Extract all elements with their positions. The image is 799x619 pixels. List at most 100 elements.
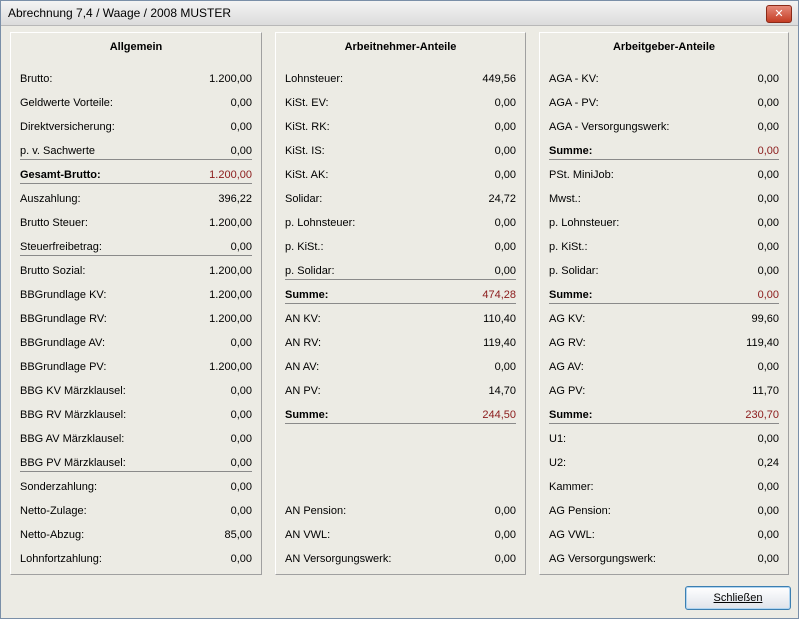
- row-value: 0,00: [230, 457, 252, 469]
- row-label: p. Solidar:: [549, 265, 599, 277]
- row-value: 230,70: [745, 409, 779, 421]
- allgemein-row: Netto-Zulage: 0,00: [20, 503, 252, 519]
- row-label: Summe:: [549, 289, 593, 301]
- row-value: 0,00: [230, 553, 252, 565]
- allgemein-row: BBG AV Märzklausel: 0,00: [20, 431, 252, 447]
- row-value: 0,00: [757, 97, 779, 109]
- row-label: AN RV:: [285, 337, 322, 349]
- row-value: 1.200,00: [209, 73, 252, 85]
- row-value: 119,40: [483, 337, 516, 349]
- row-label: BBGrundlage RV:: [20, 313, 107, 325]
- row-label: p. v. Sachwerte: [20, 145, 95, 157]
- row-value: 0,00: [230, 385, 252, 397]
- row-label: Mwst.:: [549, 193, 581, 205]
- arbeitnehmer-row: AN PV: 14,70: [285, 383, 516, 399]
- row-value: 0,00: [230, 337, 252, 349]
- row-label: BBG PV Märzklausel:: [20, 457, 126, 469]
- arbeitnehmer-row: AN VWL: 0,00: [285, 527, 516, 543]
- row-value: 11,70: [752, 385, 779, 397]
- arbeitgeber-row: AG RV: 119,40: [549, 335, 779, 351]
- row-label: Sonderzahlung:: [20, 481, 98, 493]
- arbeitnehmer-row: AN Pension: 0,00: [285, 503, 516, 519]
- row-value: 0,00: [494, 361, 516, 373]
- row-value: 0,00: [757, 121, 779, 133]
- arbeitgeber-row: PSt. MiniJob: 0,00: [549, 167, 779, 183]
- row-label: KiSt. IS:: [285, 145, 325, 157]
- row-value: 0,00: [494, 265, 516, 277]
- row-value: 0,00: [757, 73, 779, 85]
- row-value: 1.200,00: [209, 217, 252, 229]
- arbeitnehmer-row: Summe: 244,50: [285, 407, 516, 424]
- row-value: 1.200,00: [209, 313, 252, 325]
- row-value: 0,00: [757, 433, 779, 445]
- row-label: Solidar:: [285, 193, 323, 205]
- allgemein-row: Brutto: 1.200,00: [20, 71, 252, 87]
- arbeitgeber-row: AG KV: 99,60: [549, 311, 779, 327]
- row-label: BBG AV Märzklausel:: [20, 433, 125, 445]
- row-value: 449,56: [482, 73, 516, 85]
- row-value: 85,00: [224, 529, 252, 541]
- row-label: Brutto:: [20, 73, 53, 85]
- allgemein-row: BBGrundlage AV: 0,00: [20, 335, 252, 351]
- arbeitgeber-row: AG PV: 11,70: [549, 383, 779, 399]
- allgemein-row: Brutto Steuer: 1.200,00: [20, 215, 252, 231]
- row-value: 110,40: [483, 313, 516, 325]
- row-value: 0,00: [230, 481, 252, 493]
- row-value: 0,00: [494, 505, 516, 517]
- allgemein-row: Direktversicherung: 0,00: [20, 119, 252, 135]
- row-value: 0,00: [757, 265, 779, 277]
- allgemein-row: BBG RV Märzklausel: 0,00: [20, 407, 252, 423]
- arbeitgeber-row: U1: 0,00: [549, 431, 779, 447]
- row-label: AG PV:: [549, 385, 586, 397]
- row-value: 0,00: [757, 169, 779, 181]
- arbeitgeber-row: U2: 0,24: [549, 455, 779, 471]
- row-label: Gesamt-Brutto:: [20, 169, 101, 181]
- allgemein-row: Auszahlung: 396,22: [20, 191, 252, 207]
- row-value: 0,00: [494, 145, 516, 157]
- row-value: 119,40: [746, 337, 779, 349]
- title-bar[interactable]: Abrechnung 7,4 / Waage / 2008 MUSTER ✕: [1, 1, 798, 26]
- window-title: Abrechnung 7,4 / Waage / 2008 MUSTER: [8, 6, 232, 20]
- arbeitnehmer-row: AN Versorgungswerk: 0,00: [285, 551, 516, 567]
- row-label: AG Pension:: [549, 505, 611, 517]
- row-label: Direktversicherung:: [20, 121, 115, 133]
- row-label: p. Lohnsteuer:: [549, 217, 620, 229]
- arbeitnehmer-row: AN KV: 110,40: [285, 311, 516, 327]
- panel-title-arbeitnehmer: Arbeitnehmer-Anteile: [344, 41, 457, 53]
- panel-title-allgemein: Allgemein: [109, 41, 163, 53]
- row-label: BBGrundlage PV:: [20, 361, 107, 373]
- allgemein-row: BBG PV Märzklausel: 0,00: [20, 455, 252, 472]
- row-label: Steuerfreibetrag:: [20, 241, 102, 253]
- arbeitnehmer-row: KiSt. AK: 0,00: [285, 167, 516, 183]
- row-label: Geldwerte Vorteile:: [20, 97, 113, 109]
- row-value: 1.200,00: [209, 169, 252, 181]
- row-value: 0,00: [494, 97, 516, 109]
- row-value: 0,00: [230, 505, 252, 517]
- row-value: 0,00: [230, 433, 252, 445]
- row-value: 0,00: [494, 553, 516, 565]
- row-label: KiSt. RK:: [285, 121, 330, 133]
- close-icon[interactable]: ✕: [766, 5, 792, 23]
- row-label: AN VWL:: [285, 529, 331, 541]
- row-label: KiSt. EV:: [285, 97, 329, 109]
- allgemein-row: Geldwerte Vorteile: 0,00: [20, 95, 252, 111]
- row-label: Netto-Abzug:: [20, 529, 85, 541]
- row-label: AGA - Versorgungswerk:: [549, 121, 670, 133]
- row-value: 0,00: [494, 241, 516, 253]
- row-value: 0,00: [230, 145, 252, 157]
- row-value: 0,00: [494, 121, 516, 133]
- row-value: 0,00: [230, 121, 252, 133]
- row-value: 1.200,00: [209, 289, 252, 301]
- arbeitgeber-row: Mwst.: 0,00: [549, 191, 779, 207]
- row-label: AG RV:: [549, 337, 586, 349]
- row-label: PSt. MiniJob:: [549, 169, 614, 181]
- row-value: 0,00: [757, 289, 779, 301]
- row-label: p. KiSt.:: [549, 241, 588, 253]
- row-value: 244,50: [482, 409, 516, 421]
- allgemein-row: Netto-Abzug: 85,00: [20, 527, 252, 543]
- arbeitgeber-row: p. KiSt.: 0,00: [549, 239, 779, 255]
- row-value: 0,00: [230, 409, 252, 421]
- row-value: 0,00: [494, 169, 516, 181]
- arbeitnehmer-row: p. Solidar: 0,00: [285, 263, 516, 280]
- close-button[interactable]: Schließen: [685, 586, 791, 610]
